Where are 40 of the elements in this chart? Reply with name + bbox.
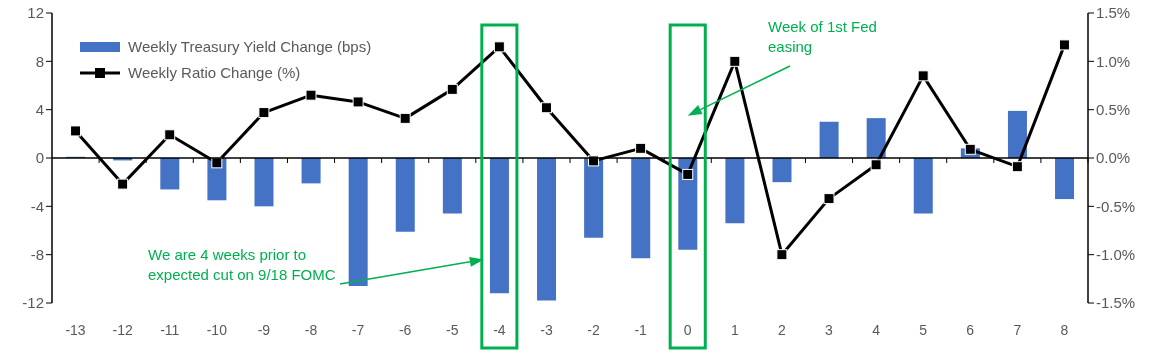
- y2-tick-label: 1.0%: [1096, 52, 1131, 70]
- x-tick-label: -12: [112, 321, 133, 338]
- x-tick-label: 8: [1060, 321, 1069, 338]
- x-tick-label: -2: [587, 321, 600, 338]
- y2-tick-label: 0.0%: [1096, 149, 1131, 167]
- y2-tick-label: -1.0%: [1096, 245, 1136, 263]
- x-tick-label: 1: [730, 321, 739, 338]
- x-tick-label: -1: [634, 321, 648, 338]
- x-tick-label: -13: [65, 321, 86, 338]
- legend-label: Weekly Ratio Change (%): [128, 63, 301, 83]
- x-tick-label: -9: [257, 321, 271, 338]
- x-tick-label: -11: [160, 321, 180, 338]
- y-tick-label: -12: [22, 294, 44, 312]
- x-tick-label: 0: [683, 321, 692, 338]
- annotation: We are 4 weeks prior to expected cut on 9/18 FOMC: [148, 246, 336, 283]
- y2-tick-label: 0.5%: [1096, 100, 1131, 118]
- annotation: Week of 1st Fed easing: [768, 18, 877, 55]
- y-tick-label: 8: [35, 52, 44, 70]
- x-tick-label: -4: [493, 321, 506, 338]
- y-tick-label: 4: [35, 100, 44, 118]
- legend-label: Weekly Treasury Yield Change (bps): [128, 37, 372, 57]
- x-tick-label: 4: [872, 321, 881, 338]
- y-tick-label: -8: [30, 245, 44, 263]
- y-tick-label: -4: [30, 197, 44, 215]
- x-tick-label: 3: [825, 321, 834, 338]
- y2-tick-label: -0.5%: [1096, 197, 1136, 215]
- x-tick-label: -8: [304, 321, 318, 338]
- y2-tick-label: 1.5%: [1096, 4, 1131, 22]
- x-tick-label: -10: [206, 321, 228, 338]
- y-tick-label: 0: [35, 149, 44, 167]
- x-tick-label: 5: [919, 321, 928, 338]
- y-tick-label: 12: [27, 4, 44, 22]
- x-tick-label: 2: [778, 321, 787, 338]
- x-tick-label: 6: [966, 321, 975, 338]
- x-tick-label: -7: [351, 321, 365, 338]
- y2-tick-label: -1.5%: [1096, 294, 1136, 312]
- x-tick-label: 7: [1013, 321, 1022, 338]
- x-tick-label: -3: [540, 321, 553, 338]
- x-tick-label: -5: [446, 321, 459, 338]
- x-tick-label: -6: [398, 321, 412, 338]
